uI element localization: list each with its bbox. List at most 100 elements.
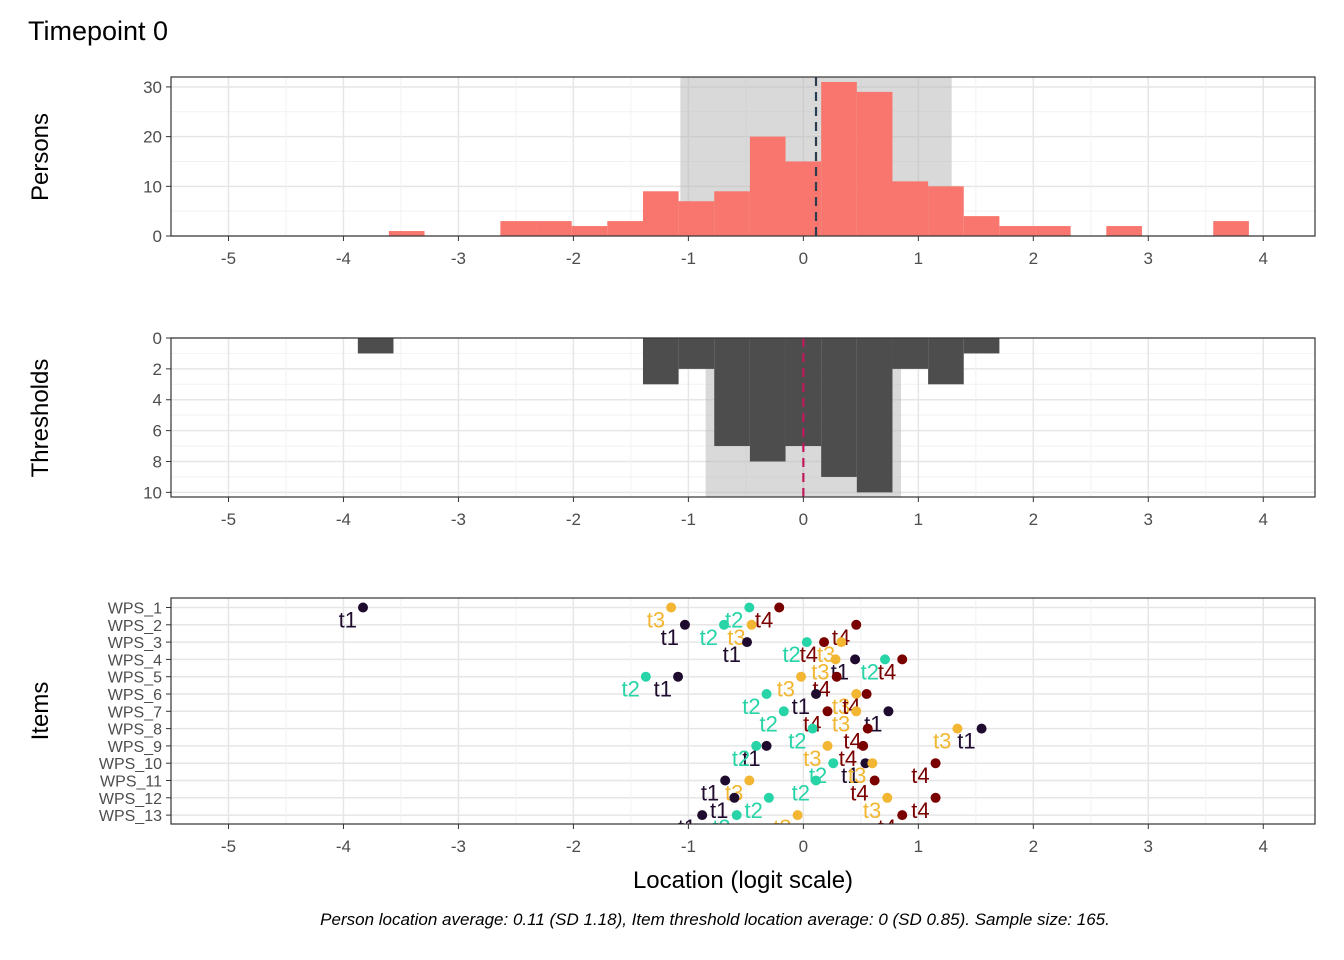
histogram-bar bbox=[357, 338, 394, 354]
threshold-label-t2: t2 bbox=[700, 625, 718, 650]
histogram-bar bbox=[642, 191, 679, 236]
threshold-label-t1: t1 bbox=[742, 746, 760, 771]
threshold-label-t4: t4 bbox=[911, 763, 929, 788]
x-tick-label: -4 bbox=[336, 510, 351, 529]
threshold-point-t3 bbox=[851, 706, 862, 717]
histogram-bar bbox=[536, 221, 572, 236]
threshold-point-t2 bbox=[761, 689, 772, 699]
threshold-label-t3: t3 bbox=[803, 746, 821, 771]
x-tick-label: -5 bbox=[221, 510, 236, 529]
threshold-label-t3: t3 bbox=[727, 625, 745, 650]
x-tick-label: 2 bbox=[1029, 837, 1038, 856]
x-tick-label: 2 bbox=[1029, 249, 1038, 268]
thresholds-bars bbox=[357, 338, 1000, 493]
threshold-point-t2 bbox=[763, 792, 774, 803]
threshold-label-t4: t4 bbox=[878, 659, 896, 684]
threshold-label-t3: t3 bbox=[811, 659, 829, 684]
histogram-bar bbox=[892, 181, 929, 236]
threshold-label-t2: t2 bbox=[725, 608, 743, 633]
item-tick-label: WPS_3 bbox=[108, 635, 162, 652]
threshold-point-t4 bbox=[869, 775, 880, 786]
threshold-point-t3 bbox=[830, 654, 841, 665]
threshold-point-t4 bbox=[858, 740, 869, 751]
threshold-point-t3 bbox=[867, 758, 878, 769]
threshold-label-t4: t4 bbox=[843, 729, 861, 754]
threshold-label-t1: t1 bbox=[841, 763, 859, 788]
threshold-label-t1: t1 bbox=[701, 781, 719, 806]
item-tick-label: WPS_11 bbox=[100, 774, 162, 791]
caption: Person location average: 0.11 (SD 1.18),… bbox=[320, 910, 1110, 929]
histogram-bar bbox=[749, 136, 786, 236]
item-tick-label: WPS_10 bbox=[99, 756, 162, 773]
threshold-label-t3: t3 bbox=[777, 677, 795, 702]
threshold-point-t3 bbox=[822, 740, 833, 751]
threshold-point-t2 bbox=[751, 740, 762, 751]
threshold-point-t1 bbox=[679, 619, 690, 630]
item-tick-label: WPS_1 bbox=[108, 601, 162, 618]
thresholds-x-ticks: -5 -4 -3 -2 -1 0 1 2 3 4 bbox=[221, 497, 1268, 529]
threshold-label-t4: t4 bbox=[800, 642, 818, 667]
threshold-point-t4 bbox=[897, 654, 908, 665]
x-tick-label: 3 bbox=[1144, 249, 1153, 268]
histogram-bar bbox=[571, 226, 608, 236]
threshold-point-t4 bbox=[851, 619, 862, 630]
x-tick-label: -1 bbox=[681, 510, 696, 529]
x-axis-label: Location (logit scale) bbox=[633, 867, 853, 894]
thresholds-y-label: Thresholds bbox=[27, 359, 54, 478]
persons-y-ticks: 0 10 20 30 bbox=[143, 78, 171, 246]
histogram-bar bbox=[856, 91, 893, 236]
y-tick-label: 20 bbox=[143, 128, 162, 147]
threshold-label-t2: t2 bbox=[621, 677, 639, 702]
threshold-label-t2: t2 bbox=[792, 781, 810, 806]
threshold-point-t2 bbox=[719, 619, 730, 630]
histogram-bar bbox=[1106, 226, 1142, 236]
threshold-point-t4 bbox=[861, 689, 872, 699]
threshold-label-t3: t3 bbox=[817, 642, 835, 667]
x-tick-label: 0 bbox=[799, 837, 808, 856]
item-tick-label: WPS_2 bbox=[108, 618, 162, 635]
x-tick-label: 2 bbox=[1029, 510, 1038, 529]
item-tick-label: WPS_12 bbox=[99, 791, 162, 808]
y-tick-label: 2 bbox=[153, 360, 162, 379]
x-tick-label: 0 bbox=[799, 510, 808, 529]
histogram-bar bbox=[999, 226, 1036, 236]
x-tick-label: 4 bbox=[1259, 837, 1268, 856]
histogram-bar bbox=[821, 338, 857, 477]
threshold-label-t2: t2 bbox=[759, 711, 777, 736]
x-tick-label: 3 bbox=[1144, 837, 1153, 856]
x-tick-label: -5 bbox=[221, 837, 236, 856]
threshold-point-t3 bbox=[744, 775, 755, 786]
threshold-label-t1: t1 bbox=[957, 729, 975, 754]
item-tick-label: WPS_13 bbox=[99, 808, 162, 825]
histogram-bar bbox=[1213, 221, 1249, 236]
persons-bars bbox=[388, 81, 1249, 236]
threshold-label-t3: t3 bbox=[863, 798, 881, 823]
x-tick-label: -2 bbox=[566, 510, 581, 529]
threshold-label-t1: t1 bbox=[710, 798, 728, 823]
threshold-point-t3 bbox=[952, 723, 963, 734]
items-grid bbox=[171, 598, 1315, 824]
histogram-bar bbox=[963, 338, 1000, 354]
item-tick-label: WPS_5 bbox=[108, 670, 162, 687]
threshold-label-t4: t4 bbox=[878, 815, 896, 840]
threshold-point-t1 bbox=[976, 723, 987, 734]
threshold-label-t4: t4 bbox=[911, 798, 929, 823]
persons-panel-border bbox=[170, 76, 1316, 237]
threshold-label-t3: t3 bbox=[848, 763, 866, 788]
threshold-label-t3: t3 bbox=[647, 608, 665, 633]
x-tick-label: -5 bbox=[221, 249, 236, 268]
threshold-label-t2: t2 bbox=[732, 746, 750, 771]
items-y-label: Items bbox=[27, 682, 54, 741]
histogram-bar bbox=[928, 186, 964, 236]
y-tick-label: 10 bbox=[143, 177, 162, 196]
threshold-label-t4: t4 bbox=[850, 781, 868, 806]
persons-x-ticks: -5 -4 -3 -2 -1 0 1 2 3 4 bbox=[221, 236, 1268, 268]
histogram-bar bbox=[749, 338, 786, 462]
threshold-label-t3: t3 bbox=[832, 694, 850, 719]
item-tick-label: WPS_7 bbox=[108, 704, 162, 721]
threshold-label-t2: t2 bbox=[788, 729, 806, 754]
threshold-label-t1: t1 bbox=[792, 694, 810, 719]
threshold-point-t4 bbox=[774, 602, 785, 613]
threshold-label-t1: t1 bbox=[339, 608, 357, 633]
persons-panel: 0 10 20 30 -5 -4 -3 -2 -1 0 1 2 3 4 Persons bbox=[27, 76, 1316, 268]
